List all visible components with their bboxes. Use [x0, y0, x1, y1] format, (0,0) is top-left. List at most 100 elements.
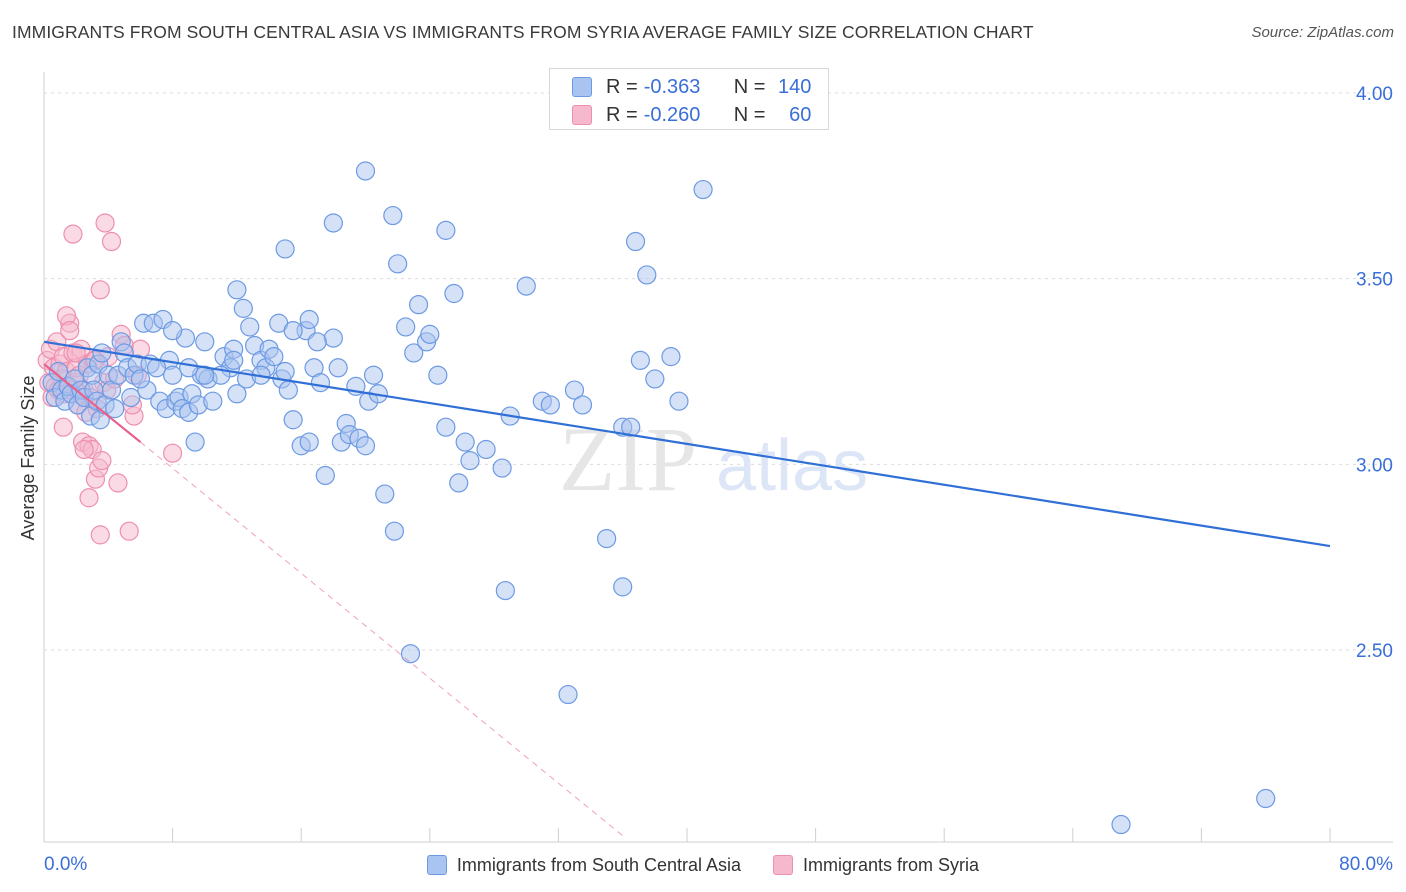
- r-value: -0.363: [643, 75, 701, 98]
- data-point: [363, 365, 384, 385]
- watermark: ZIP atlas: [559, 408, 868, 510]
- legend-item-syria: Immigrants from Syria: [773, 852, 979, 878]
- data-point: [323, 328, 343, 348]
- data-point: [60, 321, 80, 341]
- series-south-central-asia-points: [42, 161, 1276, 835]
- r-value: -0.260: [643, 103, 701, 126]
- data-point: [384, 521, 405, 541]
- legend-swatch-blue: [426, 855, 447, 875]
- blue-swatch: [572, 77, 592, 97]
- data-point: [396, 317, 416, 337]
- data-point: [264, 347, 284, 367]
- data-point: [130, 369, 151, 389]
- source-label: Source: ZipAtlas.com: [1251, 24, 1394, 41]
- data-point: [476, 439, 496, 460]
- data-point: [621, 417, 641, 437]
- data-point: [315, 465, 335, 486]
- data-point: [375, 484, 395, 504]
- data-point: [625, 231, 646, 252]
- data-point: [310, 373, 331, 393]
- n-label: N =: [733, 103, 766, 126]
- data-point: [630, 350, 650, 370]
- y-tick-label: 3.50: [1356, 270, 1393, 291]
- data-point: [63, 224, 83, 244]
- data-point: [53, 417, 73, 437]
- data-point: [495, 580, 515, 601]
- y-axis-label: Average Family Size: [18, 376, 38, 541]
- data-point: [420, 324, 440, 344]
- n-label: N =: [733, 75, 766, 98]
- data-point: [307, 332, 327, 352]
- data-point: [163, 321, 183, 341]
- data-point: [79, 488, 99, 508]
- data-point: [92, 451, 112, 471]
- data-point: [661, 347, 681, 367]
- data-point: [400, 644, 421, 664]
- stats-row-south-central-asia: R = -0.363 N = 140: [572, 73, 811, 101]
- trend-line-syria: [43, 363, 142, 443]
- data-point: [233, 298, 253, 318]
- pink-swatch: [572, 105, 592, 125]
- legend-label: Immigrants from Syria: [803, 854, 980, 875]
- data-point: [328, 358, 348, 378]
- data-point: [74, 439, 94, 460]
- r-label: R =: [606, 103, 638, 126]
- axes: [43, 72, 1393, 843]
- trend-line-syria-extension: [140, 441, 624, 837]
- data-point: [1256, 788, 1276, 809]
- data-point: [613, 577, 633, 597]
- chart-title: IMMIGRANTS FROM SOUTH CENTRAL ASIA VS IM…: [12, 22, 1034, 42]
- data-point: [436, 220, 456, 240]
- tick-labels: 2.50 3.00 3.50 4.00 0.0% 80.0%: [44, 84, 1393, 875]
- trend-lines: [43, 340, 1331, 837]
- y-tick-label: 4.00: [1356, 84, 1393, 105]
- data-point: [408, 295, 429, 315]
- data-point: [163, 365, 183, 385]
- stats-legend: R = -0.363 N = 140 R = -0.260 N = 60: [549, 68, 829, 130]
- data-point: [492, 458, 512, 478]
- trend-line-south-central-asia: [43, 340, 1331, 548]
- data-point: [516, 276, 536, 296]
- data-point: [693, 179, 713, 200]
- data-point: [404, 343, 424, 363]
- data-point: [90, 525, 110, 545]
- data-point: [119, 521, 139, 541]
- data-point: [558, 684, 578, 705]
- data-point: [669, 391, 689, 411]
- x-tick-label-max: 80.0%: [1339, 854, 1393, 875]
- data-point: [275, 361, 295, 382]
- data-point: [121, 387, 141, 408]
- data-point: [240, 317, 260, 337]
- data-point: [278, 380, 298, 400]
- data-point: [224, 350, 244, 370]
- data-point: [299, 309, 319, 330]
- data-point: [436, 417, 456, 437]
- n-value: 60: [789, 103, 812, 126]
- data-point: [428, 365, 448, 385]
- data-point: [90, 280, 110, 300]
- data-point: [283, 321, 303, 341]
- legend-swatch-pink: [773, 855, 794, 875]
- stats-row-syria: R = -0.260 N = 60: [572, 101, 811, 129]
- legend-label: Immigrants from South Central Asia: [456, 854, 742, 875]
- data-point: [203, 391, 223, 411]
- y-tick-label: 2.50: [1356, 641, 1393, 662]
- data-point: [108, 473, 128, 493]
- watermark-atlas: atlas: [716, 426, 868, 506]
- r-label: R =: [606, 75, 638, 98]
- data-point: [101, 231, 122, 252]
- data-point: [185, 432, 205, 452]
- data-point: [95, 213, 115, 233]
- data-point: [355, 436, 376, 456]
- data-point: [227, 280, 247, 300]
- series-legend: Immigrants from South Central Asia Immig…: [0, 852, 1406, 878]
- data-point: [163, 443, 183, 463]
- data-point: [195, 332, 215, 352]
- data-point: [1111, 814, 1131, 835]
- data-point: [323, 213, 343, 233]
- data-point: [637, 265, 657, 285]
- data-point: [597, 528, 617, 549]
- data-point: [275, 239, 295, 259]
- data-point: [572, 395, 593, 415]
- data-point: [449, 473, 469, 493]
